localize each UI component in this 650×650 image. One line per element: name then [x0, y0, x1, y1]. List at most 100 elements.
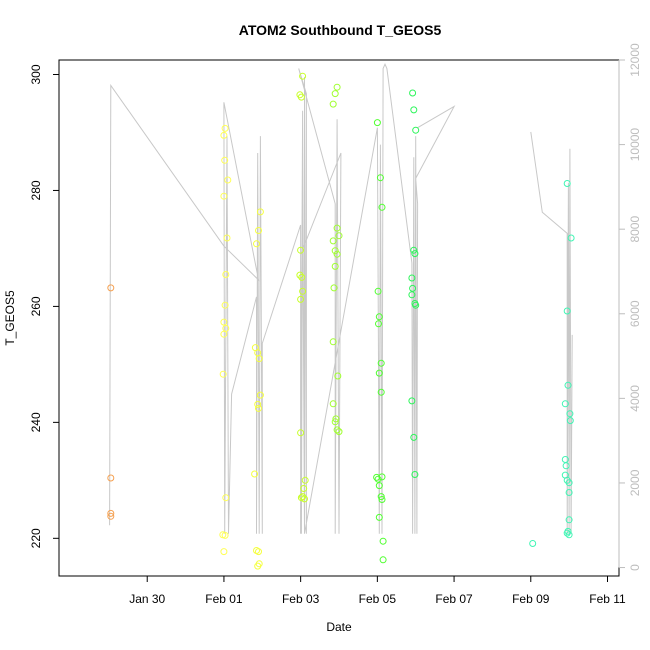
data-point [221, 124, 229, 132]
data-point [410, 106, 418, 114]
y2-tick-label: 0 [628, 564, 642, 571]
y2-tick-label: 10000 [628, 128, 642, 162]
data-point [220, 192, 228, 200]
data-point [375, 513, 383, 521]
y2-tick-label: 4000 [628, 385, 642, 412]
data-point [222, 494, 230, 502]
data-point [373, 119, 381, 127]
data-point [301, 495, 308, 503]
data-point [566, 417, 574, 425]
x-tick-label: Feb 03 [282, 592, 320, 606]
data-point [411, 250, 419, 258]
data-point [412, 301, 420, 309]
data-point [107, 474, 115, 482]
data-point [107, 512, 115, 520]
data-point [333, 224, 341, 232]
data-point [300, 485, 308, 492]
data-point [329, 400, 337, 408]
data-point [221, 531, 229, 539]
data-point [219, 370, 227, 378]
data-point [378, 473, 386, 481]
data-point [297, 246, 305, 254]
data-point [297, 295, 305, 303]
data-point [296, 271, 304, 279]
data-point [329, 338, 337, 346]
data-point [107, 284, 115, 292]
data-point [330, 284, 338, 292]
data-point [297, 93, 305, 101]
data-point [333, 250, 341, 258]
data-point [410, 433, 418, 441]
data-point [220, 548, 228, 556]
chart-title: ATOM2 Southbound T_GEOS5 [239, 22, 442, 38]
data-point [335, 232, 343, 240]
data-point [255, 355, 263, 363]
data-point [411, 471, 419, 478]
x-tick-label: Feb 11 [589, 592, 626, 606]
data-point [299, 72, 307, 80]
data-point [256, 208, 264, 216]
altitude-line-layer [109, 62, 573, 534]
data-point [565, 531, 573, 539]
data-point [377, 388, 385, 396]
data-point [566, 410, 574, 418]
data-point [409, 89, 417, 97]
data-point [254, 400, 262, 408]
data-point [408, 291, 416, 299]
scatter-points-layer [107, 72, 575, 570]
data-point [376, 174, 384, 182]
y2-tick-label: 6000 [628, 300, 642, 327]
data-point [412, 126, 420, 134]
data-point [378, 203, 386, 211]
data-point [256, 391, 264, 399]
data-point [375, 369, 383, 377]
data-point [409, 284, 417, 292]
x-tick-label: Feb 09 [512, 592, 550, 606]
data-point [298, 273, 306, 281]
data-point [251, 470, 259, 478]
y-axis-label: T_GEOS5 [3, 290, 17, 346]
data-point [375, 320, 382, 328]
y-tick-label: 220 [29, 528, 43, 548]
altitude-line-1 [109, 62, 456, 534]
data-point [333, 426, 341, 434]
y2-axis: 0 2000 4000 6000 8000 10000 12000 [618, 43, 642, 571]
data-point [410, 246, 418, 254]
data-point [331, 247, 339, 255]
data-point [378, 496, 386, 503]
data-point [221, 156, 229, 164]
data-point [563, 180, 571, 187]
y2-tick-label: 2000 [628, 469, 642, 496]
data-point [255, 548, 262, 556]
data-point [561, 400, 569, 408]
data-point [375, 313, 383, 321]
y2-tick-label: 12000 [628, 43, 642, 77]
data-point [377, 493, 385, 501]
x-tick-label: Feb 07 [435, 592, 473, 606]
data-point [297, 494, 305, 502]
x-tick-label: Feb 05 [359, 592, 397, 606]
data-point [565, 479, 573, 487]
data-point [255, 404, 262, 412]
data-point [299, 493, 307, 501]
data-point [529, 540, 537, 547]
data-point [374, 475, 382, 483]
data-point [220, 330, 228, 338]
data-point [565, 489, 573, 496]
altitude-line-2 [530, 131, 573, 534]
y-tick-label: 300 [29, 64, 43, 84]
data-point [221, 301, 229, 309]
data-point [563, 529, 571, 537]
x-tick-label: Jan 30 [129, 592, 165, 606]
data-point [299, 287, 307, 295]
data-point [334, 372, 342, 380]
data-point [373, 473, 381, 481]
data-point [562, 462, 570, 470]
data-point [563, 307, 571, 315]
data-point [223, 234, 231, 242]
data-point [297, 429, 305, 437]
data-point [220, 318, 228, 326]
data-point [222, 271, 230, 278]
data-point [301, 476, 309, 484]
